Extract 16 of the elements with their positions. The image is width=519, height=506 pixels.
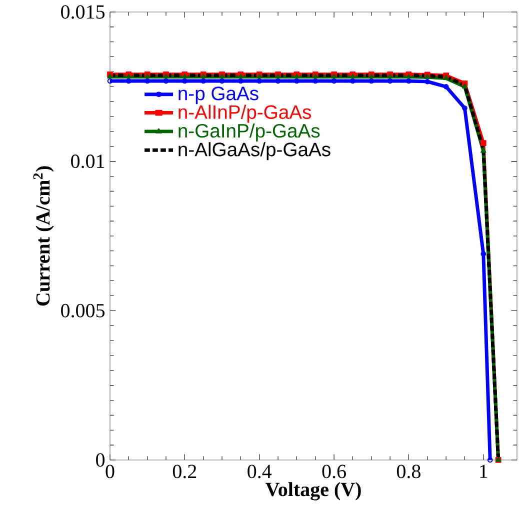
y-tick-label: 0.005 — [61, 304, 105, 318]
legend-label: n-AlGaAs/p-GaAs — [178, 142, 330, 160]
y-axis-title: Current (A/cm$^{2}$) — [33, 166, 54, 306]
legend-label: n-AlInP/p-GaAs — [178, 104, 312, 123]
y-tick-label: 0.01 — [71, 154, 104, 168]
x-tick-label: 0 — [106, 464, 114, 478]
x-tick-label: 0.6 — [322, 464, 346, 478]
x-tick-label: 0.8 — [396, 464, 420, 478]
legend-label: n-p GaAs — [178, 86, 258, 104]
x-tick-label: 0.2 — [172, 464, 196, 478]
legend-label: n-GaInP/p-GaAs — [178, 123, 320, 142]
y-tick-label: 0.015 — [61, 5, 105, 19]
y-tick-label: 0 — [96, 453, 105, 467]
x-axis-title: Voltage (V) — [265, 482, 361, 500]
x-tick-label: 1 — [480, 464, 488, 478]
x-tick-label: 0.4 — [248, 464, 272, 478]
